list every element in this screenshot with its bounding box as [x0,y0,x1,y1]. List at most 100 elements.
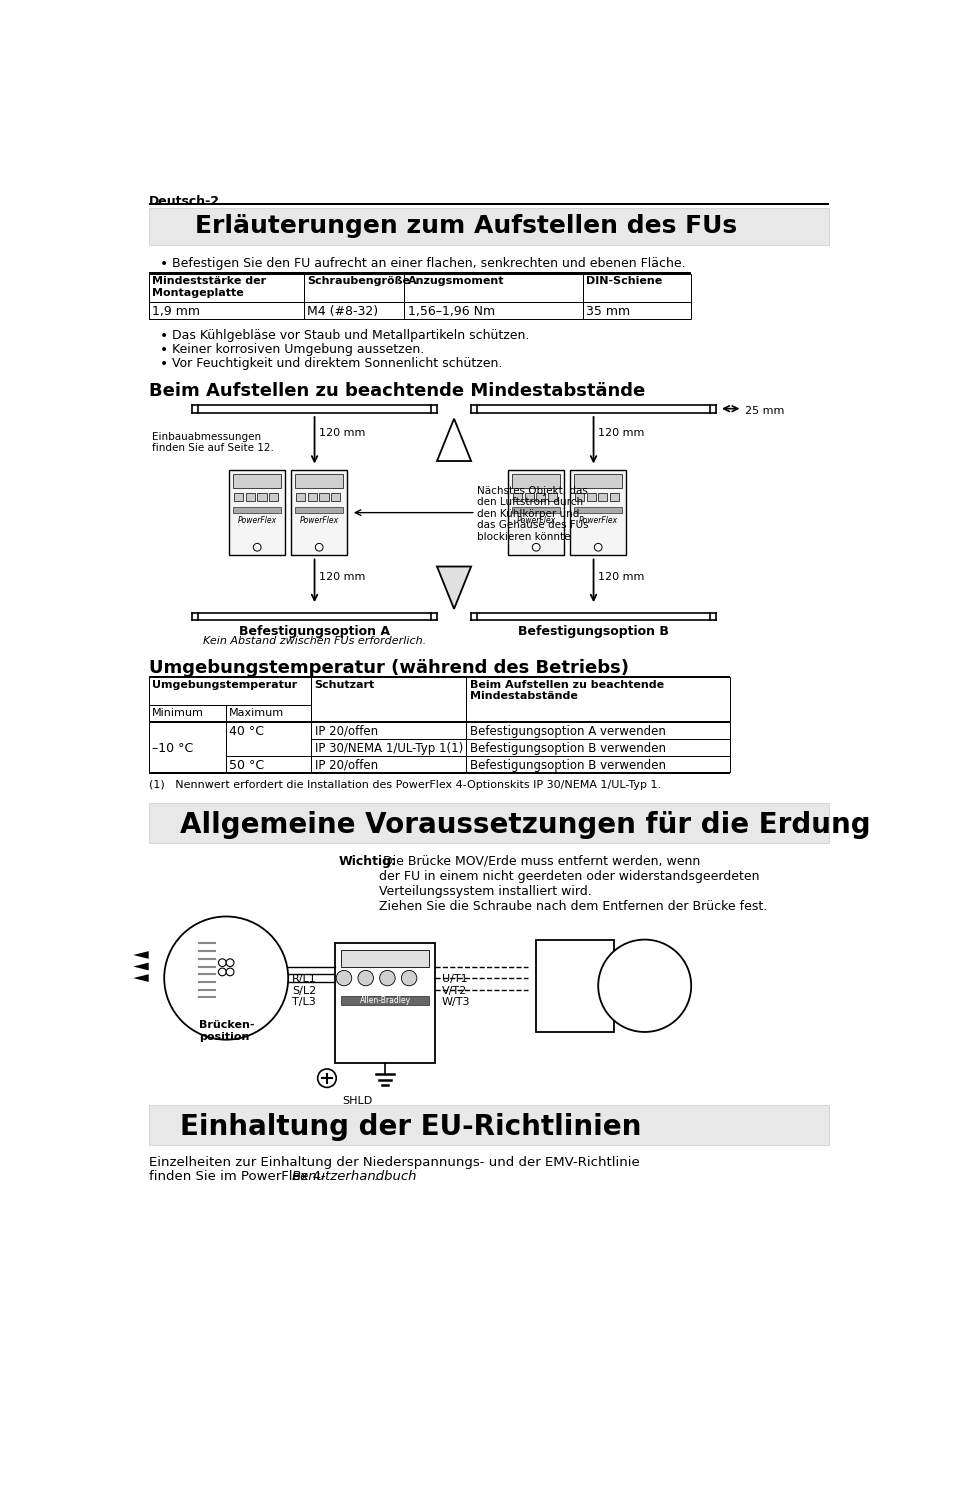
Bar [198,404,431,412]
Bar [269,494,278,501]
Bar [311,721,466,739]
Text: 25 mm: 25 mm [744,406,783,416]
Text: Die Brücke MOV/Erde muss entfernt werden, wenn
der FU in einem nicht geerdeten o: Die Brücke MOV/Erde muss entfernt werden… [378,855,766,913]
Text: M4 (#8-32): M4 (#8-32) [307,305,377,318]
Text: PowerFlex: PowerFlex [578,516,618,525]
Text: PowerFlex: PowerFlex [299,516,338,525]
Bar [245,494,254,501]
Bar [575,494,583,501]
Text: IP 30/NEMA 1/UL-Typ 1(1): IP 30/NEMA 1/UL-Typ 1(1) [314,742,462,755]
Circle shape [532,543,539,552]
Text: Einbauabmessungen
finden Sie auf Seite 12.: Einbauabmessungen finden Sie auf Seite 1… [152,431,274,454]
Bar [331,494,340,501]
Text: –10 °C: –10 °C [152,742,193,755]
Bar [598,494,607,501]
Bar [574,474,621,488]
Circle shape [315,543,323,552]
Polygon shape [133,962,149,971]
Circle shape [335,971,352,986]
Polygon shape [436,567,471,608]
Text: .: . [373,1170,377,1182]
Bar [311,755,466,772]
Circle shape [218,968,226,975]
Text: Maximum: Maximum [229,708,284,718]
Bar [226,755,311,772]
Text: Allen-Bradley: Allen-Bradley [359,996,410,1005]
Text: Keiner korrosiven Umgebung aussetzen.: Keiner korrosiven Umgebung aussetzen. [172,343,424,357]
Text: •: • [159,343,168,357]
Text: Deutsch-2: Deutsch-2 [149,195,219,208]
Text: 40 °C: 40 °C [229,724,264,738]
Text: Benutzerhandbuch: Benutzerhandbuch [292,1170,417,1182]
Bar [149,204,828,205]
Text: Das Kühlgebläse vor Staub und Metallpartikeln schützen.: Das Kühlgebläse vor Staub und Metallpart… [172,329,529,342]
Text: IP 20/offen: IP 20/offen [314,724,377,738]
Bar [226,705,311,721]
Bar [319,494,328,501]
Bar [257,494,266,501]
Bar [340,950,429,967]
Bar [582,302,691,318]
Text: Befestigen Sie den FU aufrecht an einer flachen, senkrechten und ebenen Fläche.: Befestigen Sie den FU aufrecht an einer … [172,257,685,271]
Bar [303,274,404,302]
Bar [295,494,305,501]
Bar [149,803,828,843]
Polygon shape [133,974,149,981]
Text: Umgebungstemperatur (während des Betriebs): Umgebungstemperatur (während des Betrieb… [149,659,628,677]
Text: 120 mm: 120 mm [598,572,644,581]
Text: 120 mm: 120 mm [319,428,365,437]
Bar [466,755,729,772]
Bar [303,302,404,318]
Text: R/L1
S/L2
T/L3: R/L1 S/L2 T/L3 [292,974,316,1007]
Bar [311,678,466,721]
Text: Wichtig:: Wichtig: [338,855,396,868]
Bar [404,302,582,318]
Bar [149,318,691,320]
Text: Minimum: Minimum [152,708,203,718]
Text: U/T1
V/T2
W/T3: U/T1 V/T2 W/T3 [441,974,470,1007]
Bar [149,1105,828,1145]
Circle shape [379,971,395,986]
Text: DIN-Schiene: DIN-Schiene [585,277,661,286]
Text: 120 mm: 120 mm [319,572,365,581]
Bar [508,470,563,555]
Circle shape [594,543,601,552]
Circle shape [226,968,233,975]
Bar [307,494,316,501]
Bar [149,208,828,245]
Circle shape [357,971,373,986]
Circle shape [317,1069,335,1087]
Text: IP 20/offen: IP 20/offen [314,758,377,772]
Text: Schutzart: Schutzart [314,680,375,690]
Bar [233,494,243,501]
Text: 1,9 mm: 1,9 mm [152,305,199,318]
Bar [149,677,729,678]
Bar [229,470,285,555]
Bar [149,678,311,705]
Bar [311,739,466,755]
Text: finden Sie im PowerFlex 4-: finden Sie im PowerFlex 4- [149,1170,325,1182]
Text: 50 °C: 50 °C [229,758,264,772]
Text: PowerFlex: PowerFlex [517,516,556,525]
Bar [149,705,226,721]
Bar [226,721,311,755]
Text: •: • [159,257,168,271]
Text: Allgemeine Voraussetzungen für die Erdung: Allgemeine Voraussetzungen für die Erdun… [179,810,869,839]
Bar [149,302,303,318]
Bar [574,507,621,513]
Text: Beim Aufstellen zu beachtende
Mindestabstände: Beim Aufstellen zu beachtende Mindestabs… [469,680,663,702]
Text: Befestigungsoption A verwenden: Befestigungsoption A verwenden [469,724,665,738]
Text: Einhaltung der EU-Richtlinien: Einhaltung der EU-Richtlinien [179,1112,640,1141]
Bar [476,613,709,620]
Text: Anzugsmoment: Anzugsmoment [407,277,503,286]
Bar [609,494,618,501]
Bar [233,507,281,513]
Circle shape [598,940,691,1032]
Bar [149,772,729,775]
Text: Mindeststärke der
Montageplatte: Mindeststärke der Montageplatte [152,277,266,297]
Bar [512,474,559,488]
Text: Erläuterungen zum Aufstellen des FUs: Erläuterungen zum Aufstellen des FUs [195,214,737,238]
Circle shape [218,959,226,967]
Bar [291,470,347,555]
Text: Einzelheiten zur Einhaltung der Niederspannungs- und der EMV-Richtlinie: Einzelheiten zur Einhaltung der Niedersp… [149,1155,639,1169]
